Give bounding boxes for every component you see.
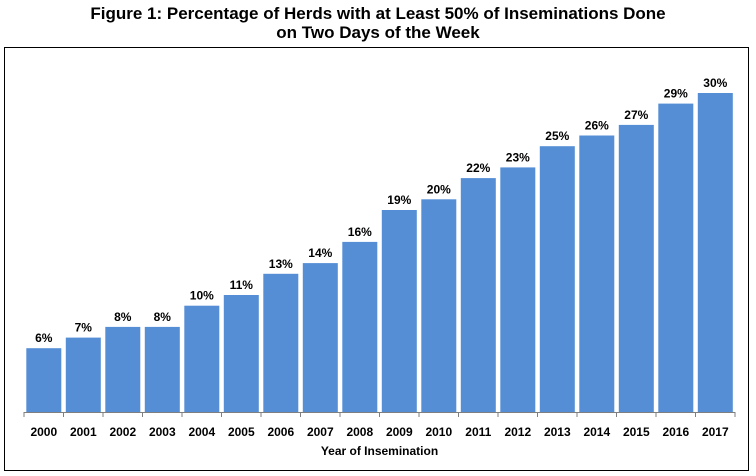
- x-tick-label-2012: 2012: [504, 425, 531, 439]
- bar-2012: [500, 167, 536, 412]
- x-axis-title: Year of Insemination: [321, 444, 438, 458]
- data-label-2013: 25%: [545, 129, 569, 143]
- data-label-2000: 6%: [35, 331, 53, 345]
- bar-2015: [618, 124, 654, 413]
- bar-2004: [184, 305, 220, 412]
- data-label-2002: 8%: [114, 310, 132, 324]
- data-label-2011: 22%: [466, 161, 490, 175]
- x-tick-label-2002: 2002: [109, 425, 136, 439]
- x-tick-label-2008: 2008: [346, 425, 373, 439]
- bar-2013: [539, 146, 575, 412]
- x-ticks-layer: [23, 412, 736, 417]
- data-label-2001: 7%: [75, 321, 93, 335]
- bar-2009: [381, 210, 417, 412]
- bar-2007: [302, 263, 338, 412]
- bar-2003: [144, 326, 180, 412]
- x-tick-label-2007: 2007: [307, 425, 334, 439]
- x-tick-label-2014: 2014: [583, 425, 610, 439]
- bar-2006: [263, 273, 299, 412]
- chart-title: Figure 1: Percentage of Herds with at Le…: [0, 4, 756, 42]
- data-label-2012: 23%: [506, 150, 530, 164]
- data-label-2010: 20%: [427, 182, 451, 196]
- bar-2008: [342, 241, 378, 412]
- chart-title-line-2: on Two Days of the Week: [276, 23, 480, 42]
- bar-2011: [460, 178, 496, 412]
- x-tick-label-2013: 2013: [544, 425, 571, 439]
- data-label-2014: 26%: [585, 119, 609, 133]
- data-label-2015: 27%: [624, 108, 648, 122]
- bar-2001: [65, 337, 101, 412]
- data-label-2016: 29%: [664, 87, 688, 101]
- data-label-2017: 30%: [703, 76, 727, 90]
- x-tick-label-2004: 2004: [188, 425, 215, 439]
- data-label-2003: 8%: [154, 310, 172, 324]
- bar-2016: [658, 103, 694, 412]
- x-tick-label-2011: 2011: [465, 425, 491, 439]
- x-tick-label-2009: 2009: [386, 425, 413, 439]
- x-tick-label-2001: 2001: [70, 425, 97, 439]
- data-label-2007: 14%: [308, 246, 332, 260]
- bar-2014: [579, 135, 615, 412]
- data-label-2008: 16%: [348, 225, 372, 239]
- data-label-2005: 11%: [230, 278, 254, 292]
- x-tick-label-2016: 2016: [662, 425, 689, 439]
- x-tick-labels-layer: 2000 2001 2002 2003 2004 2005 2006 2007 2008 2009…: [30, 425, 729, 439]
- data-label-2006: 13%: [269, 257, 293, 271]
- x-tick-label-2017: 2017: [702, 425, 729, 439]
- x-tick-label-2015: 2015: [623, 425, 650, 439]
- data-labels-layer: 6% 7% 8% 8% 10% 11% 13% 14% 16% 19% 20% 22% 23% 25% 26…: [35, 76, 728, 345]
- bar-2005: [223, 295, 259, 412]
- x-tick-label-2005: 2005: [228, 425, 255, 439]
- x-tick-label-2010: 2010: [425, 425, 452, 439]
- bars-layer: [26, 93, 733, 413]
- data-label-2009: 19%: [387, 193, 411, 207]
- x-tick-label-2006: 2006: [267, 425, 294, 439]
- data-label-2004: 10%: [190, 289, 214, 303]
- bar-2010: [421, 199, 457, 412]
- bar-2002: [105, 326, 141, 412]
- bar-2017: [697, 93, 733, 412]
- chart-title-line-1: Figure 1: Percentage of Herds with at Le…: [90, 4, 666, 23]
- x-tick-label-2003: 2003: [149, 425, 176, 439]
- bar-2000: [26, 348, 62, 412]
- x-tick-label-2000: 2000: [30, 425, 57, 439]
